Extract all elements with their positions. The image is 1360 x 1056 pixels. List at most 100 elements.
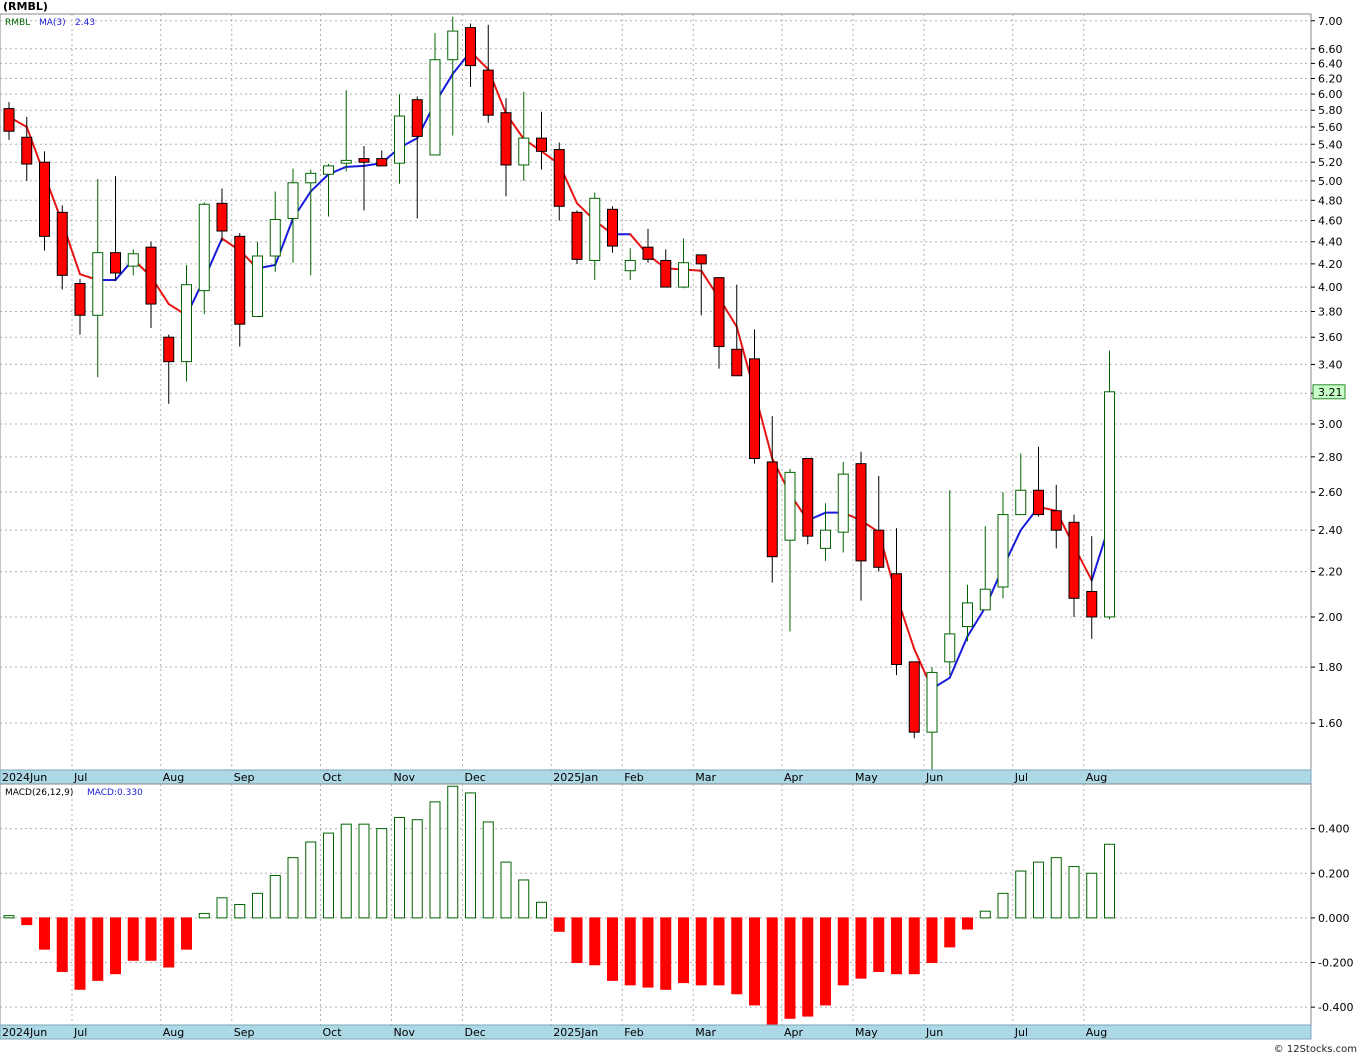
macd-bar <box>394 816 405 919</box>
macd-bar <box>1068 866 1080 919</box>
macd-bar <box>944 917 956 948</box>
date-label: 2025Jan <box>553 1026 598 1039</box>
candle <box>749 329 760 464</box>
candle-body <box>500 112 512 166</box>
price-tick-label: 4.60 <box>1318 215 1343 228</box>
candle-body <box>891 573 902 665</box>
candle <box>216 188 228 242</box>
date-label: Jun <box>925 1026 943 1039</box>
macd-bar <box>962 917 973 930</box>
symbol-label: RMBL <box>5 18 30 28</box>
candle-body <box>518 137 530 166</box>
candle <box>855 451 867 601</box>
price-tick-label: 3.40 <box>1318 358 1343 371</box>
candle <box>163 334 175 404</box>
candle <box>713 277 725 369</box>
candle <box>39 151 50 251</box>
last-price-value: 3.21 <box>1318 386 1343 399</box>
date-label: Dec <box>465 771 486 784</box>
candle <box>731 284 743 377</box>
macd-bar <box>74 917 86 990</box>
candle <box>411 96 423 219</box>
price-tick-label: 3.80 <box>1318 305 1343 318</box>
macd-bar <box>855 917 867 979</box>
candle <box>305 169 317 276</box>
macd-bar <box>447 785 459 919</box>
price-tick-label: 1.60 <box>1318 717 1343 730</box>
candle <box>92 178 104 378</box>
watermark: © 12Stocks.com <box>1274 1044 1357 1055</box>
candle <box>979 526 991 611</box>
candle <box>234 233 246 347</box>
date-label: May <box>855 771 878 784</box>
candle <box>926 667 938 770</box>
candle-body <box>607 208 618 247</box>
price-tick-label: 6.40 <box>1318 57 1343 70</box>
candle <box>536 111 547 170</box>
price-tick-label: 6.60 <box>1318 43 1343 56</box>
price-tick-label: 2.00 <box>1318 611 1343 624</box>
ma-segment <box>966 606 987 638</box>
macd-tick-label: -0.400 <box>1318 1001 1353 1014</box>
date-label: Apr <box>784 1026 804 1039</box>
price-tick-label: 6.00 <box>1318 88 1343 101</box>
candle <box>500 98 512 197</box>
candle <box>589 192 601 280</box>
candle <box>607 206 618 253</box>
candle-body <box>802 458 814 537</box>
candle-body <box>163 336 175 363</box>
candle-body <box>127 253 139 267</box>
macd-bar <box>234 904 246 919</box>
macd-bar <box>802 917 814 1017</box>
candle <box>358 146 370 211</box>
date-label: May <box>855 1026 878 1039</box>
candle <box>74 278 86 335</box>
macd-bar <box>660 917 672 990</box>
candle-body <box>74 283 86 316</box>
macd-bar <box>500 861 512 919</box>
candle-body <box>198 203 210 292</box>
ma-segment <box>345 164 365 168</box>
candle <box>287 168 299 263</box>
candle-body <box>465 27 476 67</box>
macd-bar <box>269 874 281 919</box>
macd-bar <box>926 917 938 964</box>
candle-body <box>766 461 778 558</box>
macd-bar <box>482 821 494 919</box>
ma-label: MA(3) <box>39 18 66 28</box>
candle-body <box>145 246 157 305</box>
macd-bar <box>198 912 210 919</box>
candles <box>3 16 1115 770</box>
date-label: Dec <box>465 1026 486 1039</box>
price-tick-label: 5.20 <box>1318 156 1343 169</box>
candle-body <box>482 69 494 116</box>
chart-title: (RMBL) <box>3 0 48 13</box>
ma-value: 2.43 <box>75 18 95 28</box>
price-tick-label: 2.40 <box>1318 524 1343 537</box>
macd-bar <box>1050 857 1062 919</box>
price-tick-label: 3.00 <box>1318 418 1343 431</box>
candle <box>642 228 654 263</box>
price-tick-label: 4.80 <box>1318 194 1343 207</box>
candle-body <box>784 471 796 541</box>
macd-bar <box>536 901 547 919</box>
macd-bar <box>323 832 334 919</box>
candle <box>944 490 956 676</box>
candle-body <box>997 514 1009 588</box>
candle <box>802 458 814 545</box>
candle-body <box>695 254 707 265</box>
candle <box>837 461 849 553</box>
candle-body <box>908 661 920 733</box>
candle <box>1104 350 1115 620</box>
price-tick-label: 1.80 <box>1318 661 1343 674</box>
macd-bar <box>837 917 849 986</box>
candle-body <box>749 358 760 460</box>
candle <box>127 249 139 276</box>
candle <box>110 176 121 282</box>
candle-body <box>926 671 938 733</box>
macd-bar <box>820 917 831 1006</box>
price-tick-label: 5.40 <box>1318 138 1343 151</box>
candle-body <box>678 262 689 288</box>
candle-body <box>624 259 636 272</box>
macd-bar <box>997 892 1009 919</box>
